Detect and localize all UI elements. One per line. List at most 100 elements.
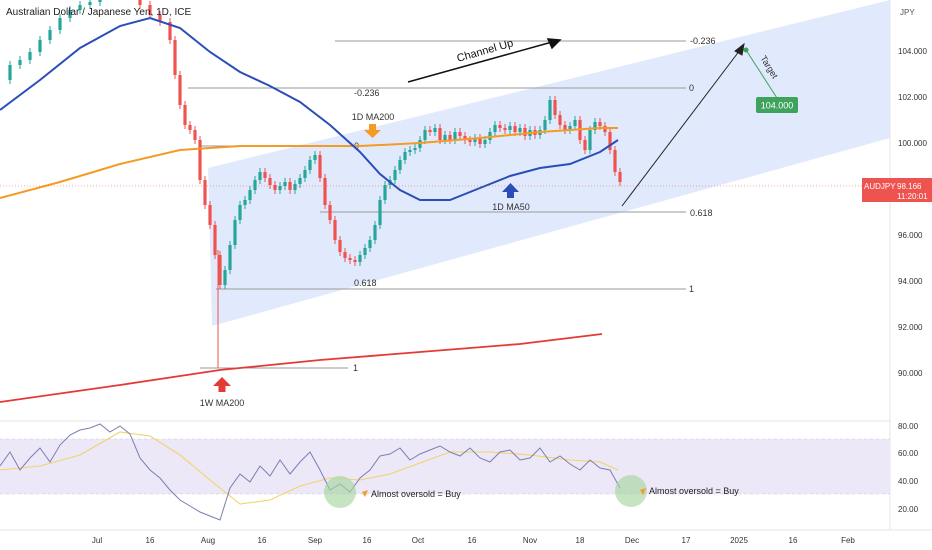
candle-body [193,130,197,140]
candle-body [563,125,567,130]
time-tick-label: 18 [576,536,585,545]
candle-body [88,2,92,5]
time-tick-label: Oct [412,536,425,545]
oversold-label-1: Almost oversold = Buy [371,489,461,499]
rsi-tick-label: 40.00 [898,477,919,486]
candle-body [573,120,577,126]
candle-body [328,205,332,220]
candle-body [568,126,572,130]
rsi-tick-label: 20.00 [898,505,919,514]
time-ticks: Jul 16 Aug 16 Sep 16 Oct 16 Nov 18 Dec 17 2025 16 Feb [92,536,856,545]
time-tick-label: Dec [625,536,639,545]
candle-body [173,40,177,75]
candle-body [468,140,472,142]
candle-body [448,135,452,140]
candle-body [463,136,467,140]
candle-body [18,60,22,65]
candle-body [548,100,552,120]
candle-body [363,248,367,255]
rsi-ticks: 80.00 60.00 40.00 20.00 [898,422,919,514]
candle-body [433,128,437,132]
channel-arrow [407,38,562,83]
target-box [756,97,798,113]
time-tick-label: 2025 [730,536,748,545]
oversold-arrow-icon-2 [640,488,646,495]
candle-body [618,172,622,182]
candle-body [263,172,267,178]
chart-title: Australian Dollar / Japanese Yen, 1D, IC… [6,7,191,18]
candle-body [368,240,372,248]
candle-body [253,180,257,190]
price-tag-countdown: 11:20:01 [897,192,928,201]
candle-body [228,245,232,270]
candle-body [78,5,82,10]
candle-body [523,128,527,136]
oversold-label-2: Almost oversold = Buy [649,486,739,496]
candle-body [518,128,522,132]
candle-body [98,0,102,2]
fib-label-low-618: 0.618 [354,278,377,288]
fib-label-low-one: 1 [689,284,694,294]
rsi-tick-label: 60.00 [898,449,919,458]
candle-body [298,178,302,184]
price-tag [862,178,932,202]
candle-body [498,125,502,128]
candle-body [313,155,317,160]
candle-body [278,186,282,190]
candle-body [483,140,487,144]
candle-body [183,105,187,125]
candle-body [188,125,192,130]
time-tick-label: Jul [92,536,102,545]
candle-body [8,65,12,80]
candle-body [423,130,427,140]
candle-body [473,138,477,142]
ma200-1d-label: 1D MA200 [352,112,395,122]
target-value: 104.000 [761,101,794,111]
candle-body [293,184,297,190]
candle-body [148,5,152,15]
candle-body [203,180,207,205]
price-tick-label: 96.000 [898,231,923,240]
candle-body [583,140,587,150]
candle-body [453,132,457,140]
price-tick-label: 104.000 [898,47,927,56]
candle-body [428,130,432,132]
target-arrow [621,42,745,207]
candle-body [493,125,497,132]
candle-body [353,260,357,262]
candle-body [613,150,617,172]
candle-body [68,10,72,18]
candle-body [273,185,277,190]
candle-body [543,120,547,130]
candle-body [333,220,337,240]
rsi-tick-label: 80.00 [898,422,919,431]
candle-body [358,255,362,262]
candle-body [248,190,252,200]
candle-body [258,172,262,180]
ma200w-line [0,333,603,403]
candle-body [458,132,462,136]
candle-body [383,185,387,200]
ma200-arrow-icon [364,124,381,138]
candle-body [408,150,412,152]
candle-body [198,140,202,180]
target-connector [745,49,778,99]
candle-body [348,258,352,260]
candle-body [308,160,312,170]
candle-body [393,170,397,180]
candle-body [208,205,212,225]
price-scale[interactable] [890,0,932,530]
time-tick-label: 16 [789,536,798,545]
candle-body [508,126,512,130]
price-tick-label: 94.000 [898,277,923,286]
fib-label-bottom-one: 1 [353,363,358,373]
fib-label-top-zero: 0 [689,83,694,93]
candle-body [168,22,172,40]
oversold-circle-2 [615,475,647,507]
candle-body [48,30,52,40]
rsi-ma-line [0,431,619,505]
candle-body [593,122,597,130]
candle-body [178,75,182,105]
fib-label-top-minus: -0.236 [690,36,716,46]
